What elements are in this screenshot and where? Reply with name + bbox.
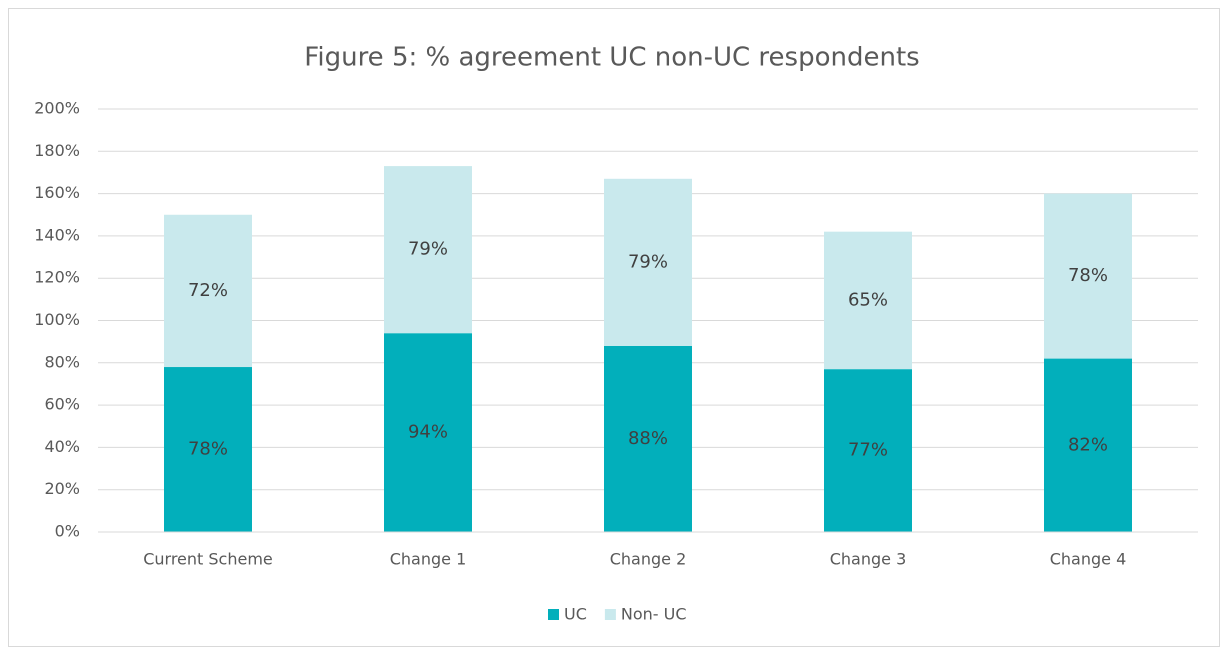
y-tick-label: 180% bbox=[34, 141, 80, 160]
legend-swatch bbox=[548, 609, 559, 620]
bar-segment bbox=[164, 214, 252, 368]
data-label: 77% bbox=[848, 440, 888, 461]
data-label: 79% bbox=[408, 239, 448, 260]
x-tick-label: Current Scheme bbox=[143, 550, 273, 569]
y-tick-label: 80% bbox=[44, 352, 80, 371]
bar-segment bbox=[824, 369, 912, 532]
x-tick-label: Change 3 bbox=[830, 550, 907, 569]
data-label: 79% bbox=[628, 251, 668, 272]
x-tick-label: Change 2 bbox=[610, 550, 687, 569]
y-tick-label: 60% bbox=[44, 395, 80, 414]
x-tick-label: Change 4 bbox=[1050, 550, 1127, 569]
y-tick-label: 140% bbox=[34, 225, 80, 244]
bar-segment bbox=[824, 231, 912, 370]
y-tick-label: 40% bbox=[44, 437, 80, 456]
data-label: 78% bbox=[188, 439, 228, 460]
data-label: 88% bbox=[628, 428, 668, 449]
y-tick-label: 120% bbox=[34, 268, 80, 287]
y-tick-label: 200% bbox=[34, 99, 80, 118]
bar-segment bbox=[384, 333, 472, 532]
bar-segment bbox=[164, 367, 252, 532]
bar-segment bbox=[604, 178, 692, 346]
data-label: 65% bbox=[848, 289, 888, 310]
data-label: 72% bbox=[188, 280, 228, 301]
y-tick-label: 0% bbox=[55, 522, 80, 541]
x-tick-label: Change 1 bbox=[390, 550, 467, 569]
data-label: 94% bbox=[408, 422, 448, 443]
y-tick-label: 100% bbox=[34, 310, 80, 329]
legend-label: UC bbox=[564, 605, 587, 624]
data-label: 78% bbox=[1068, 265, 1108, 286]
chart-title: Figure 5: % agreement UC non-UC responde… bbox=[304, 43, 919, 73]
y-tick-label: 160% bbox=[34, 183, 80, 202]
bar-segment bbox=[384, 166, 472, 334]
legend-swatch bbox=[604, 609, 616, 620]
bar-segment bbox=[1044, 193, 1132, 359]
bar-segment bbox=[604, 345, 692, 532]
legend-label: Non- UC bbox=[621, 605, 687, 624]
data-label: 82% bbox=[1068, 434, 1108, 455]
y-tick-label: 20% bbox=[44, 479, 80, 498]
bar-segment bbox=[1044, 358, 1132, 532]
